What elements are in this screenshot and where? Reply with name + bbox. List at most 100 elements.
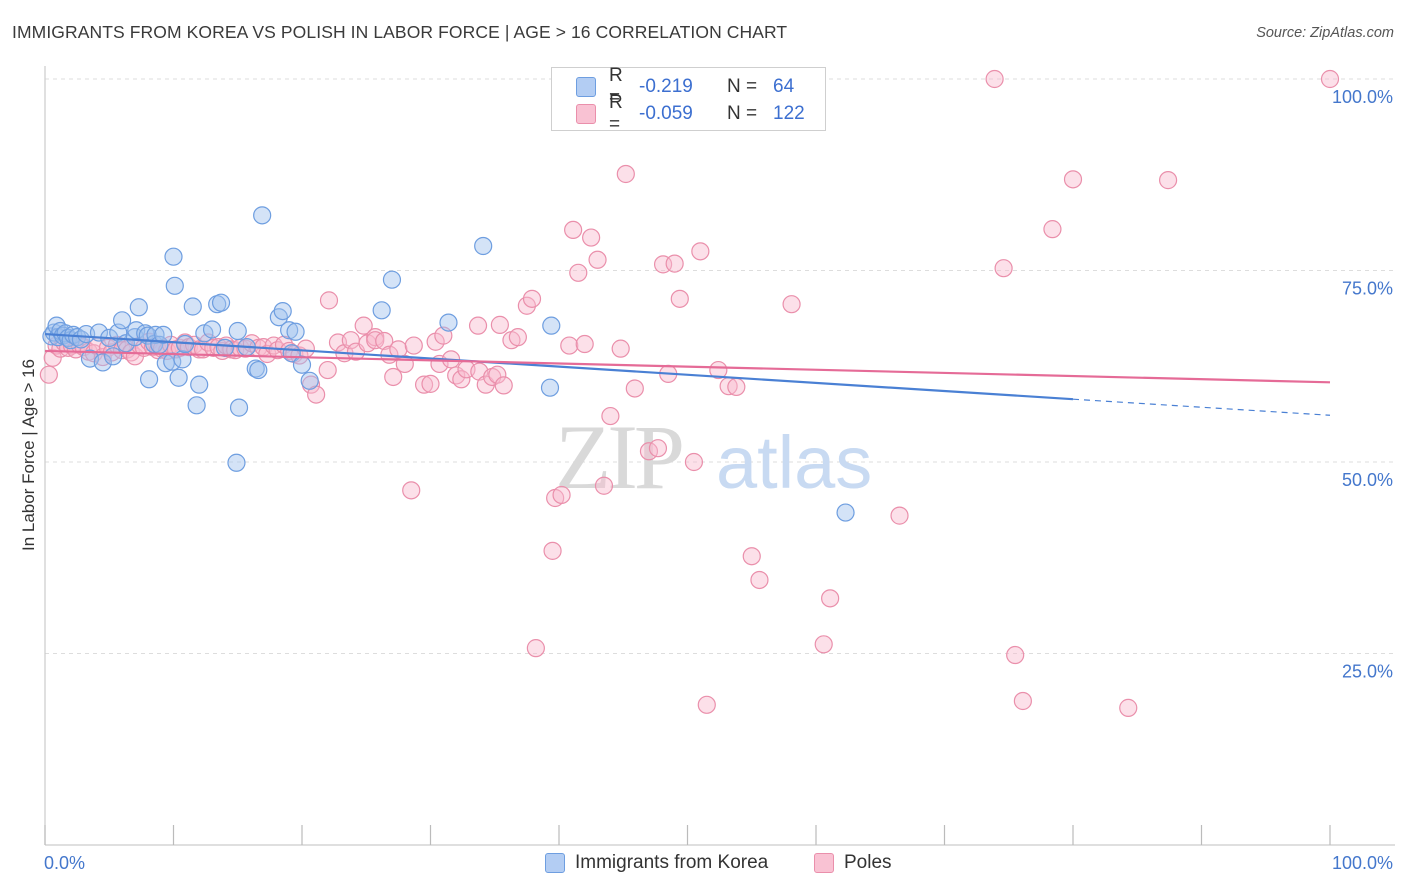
point-korea (211, 293, 231, 312)
point-korea (146, 325, 165, 344)
y-tick-label: 100.0% (1332, 87, 1393, 107)
source-label: Source: ZipAtlas.com (1256, 25, 1394, 41)
point-poles (588, 250, 607, 269)
legend-n-label: N = (727, 103, 758, 124)
point-korea (227, 453, 246, 472)
point-poles (490, 315, 509, 334)
y-axis-label: In Labor Force | Age > 16 (19, 359, 38, 551)
point-poles (421, 374, 440, 393)
point-korea (542, 316, 561, 335)
point-korea (154, 325, 173, 344)
point-korea (836, 503, 855, 522)
point-poles (670, 289, 689, 308)
point-korea (286, 322, 305, 341)
point-poles (354, 316, 373, 335)
legend-swatch-korea (576, 77, 596, 97)
point-korea (300, 371, 319, 390)
point-poles (522, 289, 542, 308)
legend-r-value-korea: -0.219 (639, 76, 693, 97)
point-poles (625, 379, 644, 398)
legend-label-poles: Poles (844, 852, 892, 873)
point-korea (439, 313, 458, 332)
trend-lines (44, 332, 1331, 416)
point-poles (552, 485, 571, 505)
point-poles (709, 360, 728, 380)
point-korea (164, 247, 183, 266)
point-korea (169, 368, 188, 387)
series-legend: Immigrants from Korea Poles (0, 852, 1406, 876)
legend-n-value-poles: 122 (773, 103, 805, 124)
legend-r-label: R = (609, 65, 623, 108)
point-korea (183, 297, 202, 316)
legend-r-label: R = (609, 92, 623, 135)
point-korea (202, 320, 222, 339)
point-poles (994, 259, 1013, 278)
point-poles (697, 695, 716, 714)
point-poles (821, 589, 840, 608)
x-tick-label-min: 0.0% (44, 853, 85, 873)
point-poles (742, 547, 761, 566)
legend-item-korea: Immigrants from Korea (545, 852, 768, 874)
point-poles (543, 541, 562, 560)
point-poles (1006, 645, 1025, 665)
point-poles (468, 316, 488, 335)
point-poles (814, 635, 833, 654)
trend-line-korea (44, 332, 1074, 401)
point-poles (564, 220, 583, 240)
legend-label-korea: Immigrants from Korea (575, 852, 769, 873)
point-poles (684, 452, 704, 472)
point-poles (782, 295, 801, 314)
legend-row-poles: R = -0.059 N = 122 (552, 92, 805, 135)
series-poles (39, 69, 1340, 717)
point-korea (93, 353, 112, 372)
point-poles (1043, 220, 1062, 239)
tick-labels: 25.0% 50.0% 75.0% 100.0% 0.0% 100.0% (44, 87, 1393, 873)
legend-n-value-korea: 64 (773, 76, 795, 97)
point-poles (727, 377, 746, 397)
point-poles (494, 376, 513, 395)
watermark-zip: ZIP (555, 406, 682, 508)
point-korea (187, 396, 206, 415)
point-poles (750, 570, 769, 590)
point-poles (414, 375, 434, 394)
point-poles (488, 365, 507, 384)
y-tick-label: 25.0% (1342, 662, 1393, 682)
trend-line-poles (44, 349, 1331, 384)
legend-r-value-poles: -0.059 (639, 103, 693, 124)
point-korea (228, 321, 247, 341)
point-poles (384, 367, 403, 387)
y-tick-label: 50.0% (1342, 470, 1393, 490)
point-poles (560, 336, 579, 355)
point-poles (1063, 170, 1083, 189)
point-poles (526, 639, 545, 658)
point-poles (375, 331, 394, 351)
point-korea (139, 370, 159, 389)
point-poles (582, 228, 601, 247)
point-korea (382, 270, 402, 289)
point-poles (318, 360, 337, 380)
y-tick-label: 75.0% (1342, 279, 1393, 299)
legend-n-label: N = (727, 76, 758, 97)
point-poles (890, 506, 909, 525)
trend-line-korea-extension (1072, 398, 1331, 416)
point-poles (569, 263, 588, 282)
point-poles (319, 291, 339, 310)
point-poles (404, 336, 423, 355)
point-poles (402, 481, 421, 500)
point-korea (540, 378, 560, 397)
legend-swatch-korea (545, 853, 565, 873)
point-poles (691, 242, 710, 261)
point-poles (611, 339, 630, 358)
axes (44, 66, 1395, 846)
point-korea (112, 311, 132, 330)
legend-row-korea: R = -0.219 N = 64 (552, 65, 795, 108)
point-korea (129, 298, 148, 317)
x-tick-label-max: 100.0% (1332, 853, 1393, 873)
point-korea (280, 321, 299, 340)
watermark: ZIP atlas (555, 406, 872, 508)
chart-title: IMMIGRANTS FROM KOREA VS POLISH IN LABOR… (12, 22, 788, 42)
point-korea (292, 355, 312, 374)
point-korea (165, 276, 184, 295)
point-poles (1158, 171, 1178, 190)
